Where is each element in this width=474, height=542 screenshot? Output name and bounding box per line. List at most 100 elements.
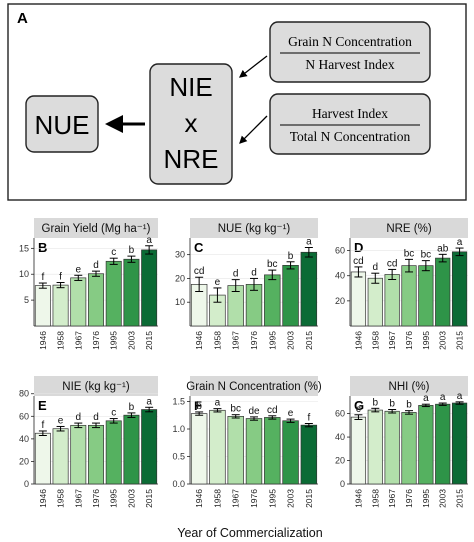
x-tick-label: 1958 <box>212 489 222 508</box>
bar <box>282 420 299 485</box>
bar <box>401 265 417 327</box>
significance-letter: e <box>215 277 221 288</box>
significance-letter: f <box>41 420 44 431</box>
bar <box>384 274 400 327</box>
significance-letter: f <box>41 272 44 283</box>
x-tick-label: 1946 <box>38 489 48 508</box>
significance-letter: a <box>457 391 463 402</box>
significance-letter: cd <box>267 405 278 416</box>
significance-letter: f <box>59 272 62 283</box>
panel-title: NRE (%) <box>386 223 432 235</box>
x-tick-label: 1967 <box>73 331 83 350</box>
bar <box>123 414 140 485</box>
significance-letter: ab <box>437 243 449 254</box>
panel-f: Grain N Concentration (%) F 0.0 0.5 1.0 1.5 b 1… <box>172 376 322 508</box>
bar <box>367 277 383 327</box>
x-tick-label: 1958 <box>56 331 66 350</box>
y-tick-label: 0 <box>340 479 345 489</box>
bar <box>227 416 244 485</box>
x-tick-label: 2003 <box>126 331 136 350</box>
bar <box>401 412 417 485</box>
panel-b: Grain Yield (Mg ha⁻¹) B 5 10 15 f 1946 f 1958 e 19… <box>19 218 158 350</box>
y-tick-label: 40 <box>335 432 345 442</box>
schematic-panel: A NUE NIE x NRE Grain N Concentration N … <box>7 3 467 201</box>
y-tick-label: 5 <box>24 295 29 305</box>
y-tick-label: 15 <box>19 243 29 253</box>
y-tick-label: 20 <box>335 296 345 306</box>
x-tick-label: 1995 <box>421 331 431 350</box>
significance-letter: b <box>196 401 202 412</box>
y-tick-label: 1.0 <box>172 424 185 434</box>
significance-letter: bc <box>230 404 241 415</box>
significance-letter: b <box>129 402 135 413</box>
bar <box>282 265 299 327</box>
x-tick-label: 2015 <box>144 489 154 508</box>
significance-letter: b <box>373 397 379 408</box>
x-tick-label: 1976 <box>404 331 414 350</box>
significance-letter: d <box>93 412 99 423</box>
y-tick-label: 80 <box>19 389 29 399</box>
significance-letter: b <box>129 245 135 256</box>
bar <box>52 428 69 485</box>
y-tick-label: 60 <box>335 246 345 256</box>
nue-label: NUE <box>35 110 90 140</box>
x-tick-label: 1967 <box>231 331 241 350</box>
nie-nre-box <box>149 63 233 185</box>
bar <box>34 432 51 485</box>
significance-letter: a <box>423 393 429 404</box>
panel-title-strip <box>190 218 318 238</box>
bar <box>190 413 208 485</box>
nue-box <box>25 95 99 153</box>
arrow-to-nre-icon <box>239 115 268 144</box>
x-tick-label: 1995 <box>109 489 119 508</box>
x-tick-label: 1958 <box>370 331 380 350</box>
arrow-to-nie-icon <box>238 55 268 78</box>
bar <box>70 277 87 327</box>
x-tick-label: 1976 <box>91 489 101 508</box>
panel-title-strip <box>350 376 468 396</box>
n-harvest-index-text: N Harvest Index <box>305 57 394 72</box>
significance-letter: cd <box>194 266 205 277</box>
panel-letter: G <box>354 398 364 413</box>
panel-title: Grain N Concentration (%) <box>186 381 322 393</box>
bar <box>209 409 226 485</box>
bar <box>350 271 367 327</box>
y-tick-label: 30 <box>175 250 185 260</box>
bar <box>88 273 104 327</box>
significance-letter: a <box>146 235 152 246</box>
significance-letter: b <box>406 400 412 411</box>
y-tick-label: 40 <box>335 271 345 281</box>
bar <box>384 410 400 485</box>
x-tick-label: 1976 <box>404 489 414 508</box>
x-tick-label: 2003 <box>286 331 296 350</box>
significance-letter: de <box>248 406 260 417</box>
significance-letter: a <box>440 392 446 403</box>
bar <box>34 285 51 327</box>
panel-title: Grain Yield (Mg ha⁻¹) <box>42 223 151 235</box>
x-tick-label: 1967 <box>73 489 83 508</box>
x-tick-label: 1976 <box>249 489 259 508</box>
x-tick-label: 2003 <box>286 489 296 508</box>
bar <box>367 409 383 485</box>
x-tick-label: 1976 <box>249 331 259 350</box>
panel-g: NHI (%) G 0 20 40 60 c 1946 b 1958 b 1967 b 1976 a 1995… <box>335 376 468 508</box>
panel-title-strip <box>190 376 318 396</box>
panel-title-strip <box>350 218 468 238</box>
y-tick-label: 0.0 <box>172 479 185 489</box>
significance-letter: b <box>288 251 294 262</box>
significance-letter: e <box>76 264 82 275</box>
bar <box>245 418 263 485</box>
harvest-index-text: Harvest Index <box>312 106 388 121</box>
panel-e: NIE (kg kg⁻¹) E 0 20 40 60 80 f 1946 e 1958 d 1967 d 1… <box>19 376 158 508</box>
bar <box>418 405 434 485</box>
bar <box>451 251 468 327</box>
panel-title: NIE (kg kg⁻¹) <box>62 381 130 393</box>
significance-letter: cd <box>387 258 398 269</box>
bar-panels: Grain Yield (Mg ha⁻¹) B 5 10 15 f 1946 f 1958 e 19… <box>19 218 468 508</box>
x-tick-label: 1967 <box>231 489 241 508</box>
bar <box>435 257 451 327</box>
grain-n-conc-text: Grain N Concentration <box>288 34 412 49</box>
significance-letter: a <box>146 396 152 407</box>
x-tick-label: 1946 <box>194 489 204 508</box>
